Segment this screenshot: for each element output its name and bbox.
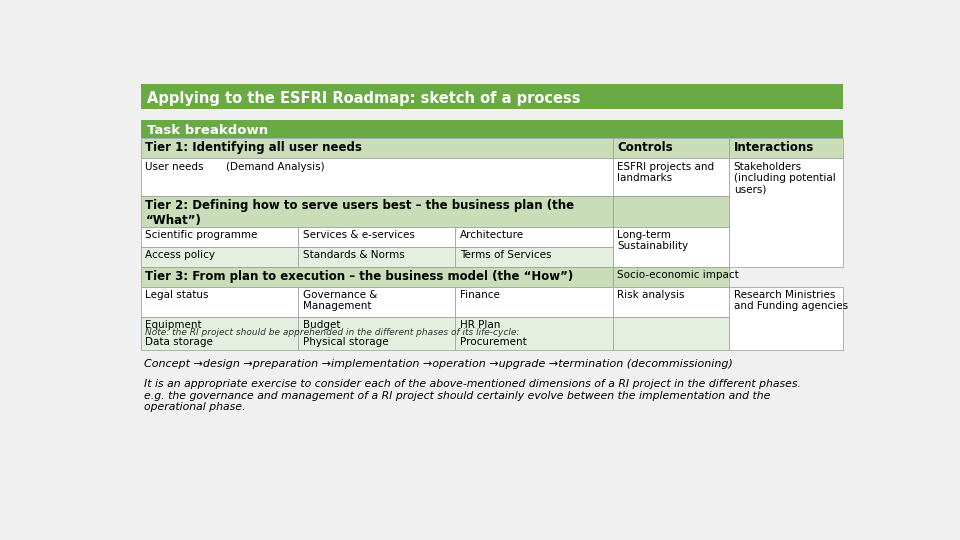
FancyBboxPatch shape (299, 227, 455, 247)
Text: Tier 2: Defining how to serve users best – the business plan (the
“What”): Tier 2: Defining how to serve users best… (145, 199, 574, 227)
FancyBboxPatch shape (730, 287, 843, 350)
Text: Data storage: Data storage (145, 337, 213, 347)
FancyBboxPatch shape (455, 317, 612, 350)
FancyBboxPatch shape (141, 227, 299, 247)
Text: Access policy: Access policy (145, 250, 215, 260)
Text: It is an appropriate exercise to consider each of the above-mentioned dimensions: It is an appropriate exercise to conside… (144, 379, 801, 413)
FancyBboxPatch shape (141, 120, 843, 138)
Text: Physical storage: Physical storage (302, 337, 388, 347)
FancyBboxPatch shape (141, 287, 299, 317)
FancyBboxPatch shape (299, 317, 455, 350)
Text: Finance: Finance (460, 290, 500, 300)
Text: Applying to the ESFRI Roadmap: sketch of a process: Applying to the ESFRI Roadmap: sketch of… (147, 91, 580, 106)
Text: Long-term
Sustainability: Long-term Sustainability (617, 230, 688, 252)
FancyBboxPatch shape (730, 158, 843, 267)
FancyBboxPatch shape (299, 287, 455, 317)
Text: Tier 1: Identifying all user needs: Tier 1: Identifying all user needs (145, 141, 362, 154)
FancyBboxPatch shape (141, 84, 843, 109)
Text: Concept →design →preparation →implementation →operation →upgrade →termination (d: Concept →design →preparation →implementa… (144, 359, 732, 369)
Text: Equipment: Equipment (145, 320, 202, 330)
FancyBboxPatch shape (612, 158, 730, 196)
Text: Terms of Services: Terms of Services (460, 250, 551, 260)
FancyBboxPatch shape (141, 267, 612, 287)
FancyBboxPatch shape (141, 196, 612, 227)
Text: Governance &
Management: Governance & Management (302, 290, 377, 312)
Text: Risk analysis: Risk analysis (617, 290, 684, 300)
Text: Scientific programme: Scientific programme (145, 230, 257, 240)
FancyBboxPatch shape (612, 138, 730, 158)
Text: Socio-economic impact: Socio-economic impact (617, 270, 739, 280)
Text: Note: the RI project should be apprehended in the different phases of its life-c: Note: the RI project should be apprehend… (145, 328, 519, 337)
Text: Standards & Norms: Standards & Norms (302, 250, 404, 260)
FancyBboxPatch shape (612, 267, 730, 287)
Text: Controls: Controls (617, 141, 673, 154)
FancyBboxPatch shape (299, 247, 455, 267)
FancyBboxPatch shape (612, 227, 730, 267)
Text: Stakeholders
(including potential
users): Stakeholders (including potential users) (733, 161, 835, 195)
FancyBboxPatch shape (141, 247, 299, 267)
FancyBboxPatch shape (141, 317, 299, 350)
Text: HR Plan: HR Plan (460, 320, 500, 330)
FancyBboxPatch shape (141, 138, 612, 158)
Text: ESFRI projects and
landmarks: ESFRI projects and landmarks (617, 161, 714, 183)
Text: Task breakdown: Task breakdown (147, 124, 268, 137)
Text: (Demand Analysis): (Demand Analysis) (227, 161, 325, 172)
Text: User needs: User needs (145, 161, 204, 172)
Text: Services & e-services: Services & e-services (302, 230, 415, 240)
FancyBboxPatch shape (612, 317, 730, 350)
Text: Research Ministries
and Funding agencies: Research Ministries and Funding agencies (733, 290, 848, 312)
Text: Interactions: Interactions (733, 141, 814, 154)
Text: Budget: Budget (302, 320, 340, 330)
FancyBboxPatch shape (455, 287, 612, 317)
FancyBboxPatch shape (612, 196, 730, 227)
Text: Legal status: Legal status (145, 290, 208, 300)
FancyBboxPatch shape (730, 138, 843, 158)
Text: Architecture: Architecture (460, 230, 524, 240)
FancyBboxPatch shape (455, 227, 612, 247)
Text: Tier 3: From plan to execution – the business model (the “How”): Tier 3: From plan to execution – the bus… (145, 270, 573, 283)
FancyBboxPatch shape (612, 287, 730, 317)
FancyBboxPatch shape (141, 158, 612, 196)
Text: Procurement: Procurement (460, 337, 527, 347)
FancyBboxPatch shape (455, 247, 612, 267)
